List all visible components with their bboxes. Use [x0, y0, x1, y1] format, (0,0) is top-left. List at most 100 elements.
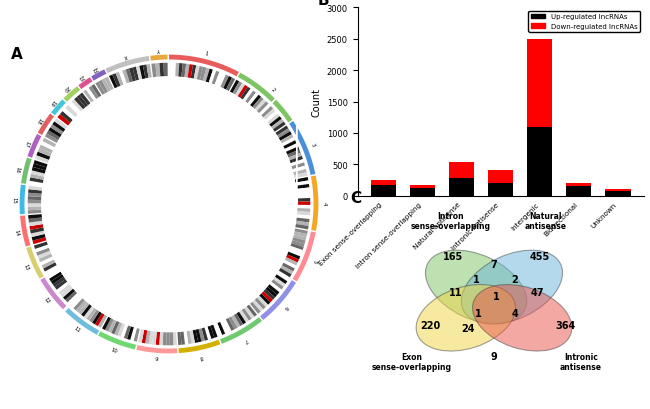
- Polygon shape: [84, 113, 106, 137]
- Polygon shape: [118, 253, 136, 280]
- Polygon shape: [66, 257, 93, 276]
- Polygon shape: [224, 225, 254, 238]
- Polygon shape: [66, 106, 78, 118]
- Polygon shape: [86, 88, 97, 102]
- Polygon shape: [255, 155, 284, 169]
- Polygon shape: [170, 297, 172, 328]
- Polygon shape: [116, 130, 135, 156]
- Polygon shape: [164, 297, 166, 328]
- Polygon shape: [109, 137, 130, 160]
- Polygon shape: [261, 186, 292, 192]
- Polygon shape: [242, 128, 268, 148]
- Polygon shape: [220, 234, 247, 251]
- Polygon shape: [235, 269, 259, 292]
- Polygon shape: [224, 225, 254, 236]
- Polygon shape: [103, 283, 121, 310]
- Polygon shape: [50, 166, 81, 177]
- Polygon shape: [47, 222, 78, 230]
- Polygon shape: [92, 311, 102, 324]
- Polygon shape: [206, 134, 227, 159]
- Polygon shape: [132, 122, 146, 151]
- Polygon shape: [226, 277, 246, 303]
- Polygon shape: [266, 284, 280, 295]
- Polygon shape: [208, 137, 229, 161]
- Polygon shape: [60, 142, 88, 159]
- Polygon shape: [187, 65, 193, 79]
- Polygon shape: [68, 293, 80, 305]
- Polygon shape: [84, 173, 113, 185]
- Circle shape: [110, 145, 228, 264]
- Polygon shape: [185, 65, 190, 79]
- Polygon shape: [200, 254, 218, 281]
- Polygon shape: [204, 252, 223, 277]
- Polygon shape: [53, 238, 83, 251]
- Polygon shape: [216, 151, 242, 170]
- Polygon shape: [295, 184, 309, 190]
- Polygon shape: [65, 135, 92, 153]
- Polygon shape: [222, 163, 250, 178]
- Polygon shape: [70, 260, 95, 280]
- Polygon shape: [211, 287, 226, 316]
- Polygon shape: [138, 260, 149, 290]
- Polygon shape: [78, 268, 102, 290]
- Polygon shape: [162, 81, 165, 112]
- Polygon shape: [246, 304, 257, 317]
- Polygon shape: [209, 288, 224, 317]
- Polygon shape: [48, 226, 79, 235]
- Text: 364: 364: [556, 321, 576, 330]
- Polygon shape: [118, 323, 125, 337]
- Polygon shape: [81, 183, 111, 191]
- Polygon shape: [134, 85, 144, 115]
- Polygon shape: [66, 256, 92, 275]
- Polygon shape: [256, 160, 285, 172]
- Polygon shape: [259, 175, 290, 183]
- Polygon shape: [290, 240, 305, 247]
- Polygon shape: [66, 133, 92, 152]
- Polygon shape: [134, 121, 147, 150]
- Text: A: A: [11, 47, 23, 62]
- Polygon shape: [216, 150, 242, 169]
- Polygon shape: [205, 251, 226, 276]
- Polygon shape: [110, 249, 131, 274]
- Polygon shape: [94, 238, 120, 256]
- Polygon shape: [53, 237, 82, 249]
- Polygon shape: [225, 224, 255, 235]
- Polygon shape: [202, 88, 215, 118]
- Polygon shape: [198, 126, 214, 153]
- Polygon shape: [79, 212, 110, 218]
- Polygon shape: [183, 82, 190, 113]
- Polygon shape: [148, 117, 156, 147]
- Polygon shape: [204, 290, 218, 319]
- Polygon shape: [207, 249, 228, 274]
- Polygon shape: [192, 328, 198, 343]
- Polygon shape: [81, 216, 111, 224]
- Ellipse shape: [473, 285, 572, 351]
- Polygon shape: [181, 263, 188, 293]
- Polygon shape: [250, 142, 277, 158]
- Polygon shape: [47, 269, 61, 279]
- Polygon shape: [123, 256, 140, 283]
- Bar: [448, 178, 474, 196]
- Polygon shape: [262, 191, 292, 196]
- Polygon shape: [79, 202, 110, 204]
- Polygon shape: [88, 87, 99, 100]
- Polygon shape: [105, 140, 127, 163]
- Polygon shape: [256, 102, 268, 115]
- Polygon shape: [96, 151, 122, 170]
- Polygon shape: [247, 255, 274, 273]
- Polygon shape: [133, 327, 140, 342]
- Polygon shape: [179, 263, 185, 294]
- Polygon shape: [127, 292, 139, 322]
- Polygon shape: [118, 289, 132, 318]
- Polygon shape: [208, 248, 230, 272]
- Polygon shape: [56, 243, 84, 257]
- Polygon shape: [178, 115, 184, 146]
- Polygon shape: [246, 135, 274, 154]
- Polygon shape: [245, 133, 272, 152]
- Polygon shape: [198, 256, 214, 283]
- Polygon shape: [121, 255, 138, 282]
- Polygon shape: [258, 293, 270, 305]
- Polygon shape: [108, 319, 117, 333]
- Polygon shape: [245, 91, 256, 105]
- Circle shape: [42, 78, 296, 331]
